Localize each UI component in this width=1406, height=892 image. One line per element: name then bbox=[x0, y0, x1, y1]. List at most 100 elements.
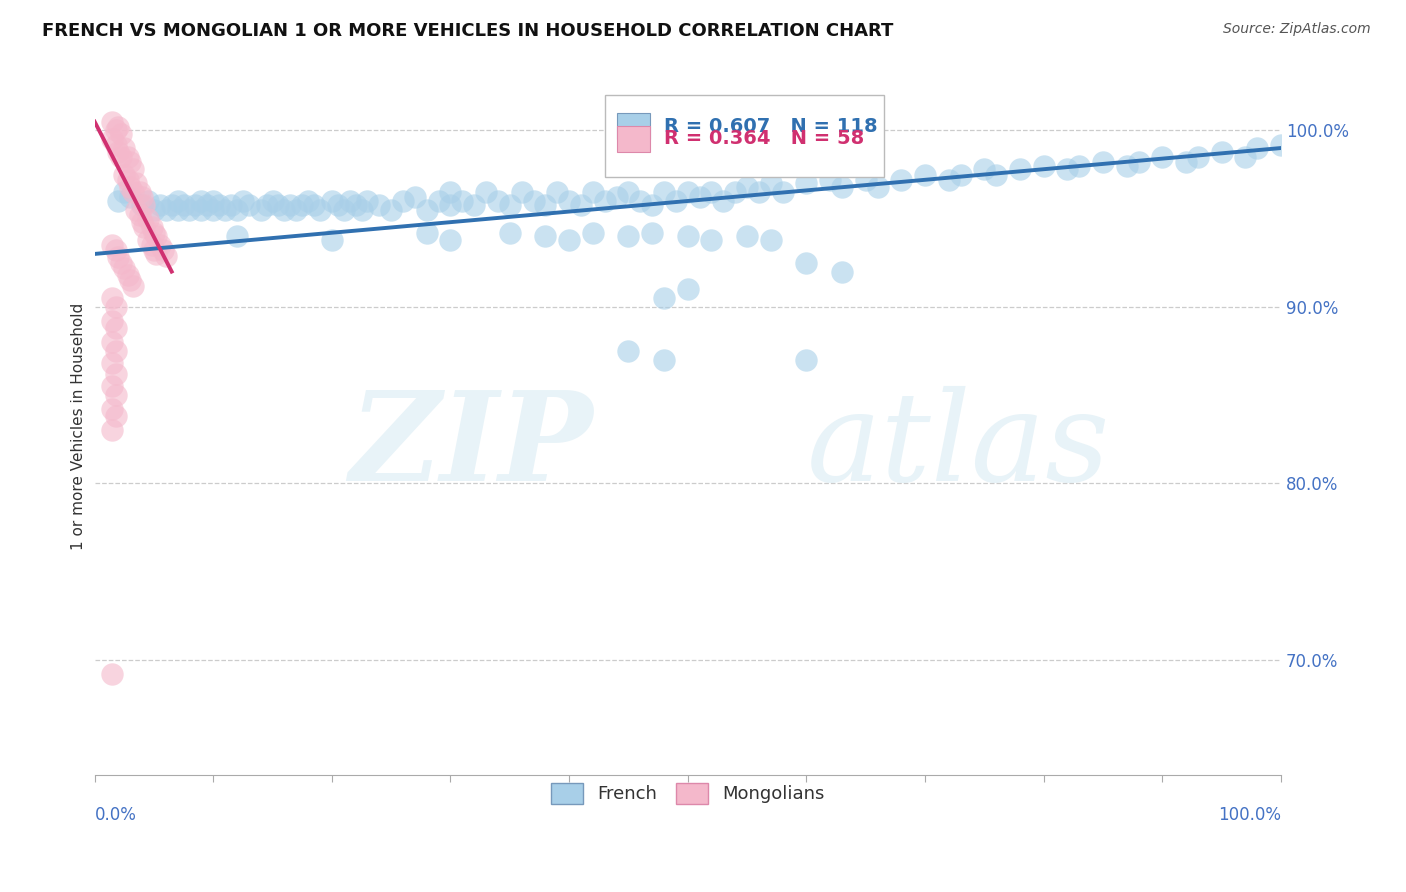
Point bbox=[700, 233, 723, 247]
Point bbox=[101, 132, 124, 146]
Point bbox=[155, 202, 177, 217]
Point bbox=[309, 202, 332, 217]
Point bbox=[368, 197, 391, 211]
Point bbox=[700, 185, 723, 199]
Point bbox=[112, 168, 135, 182]
Point bbox=[416, 202, 439, 217]
Point bbox=[344, 197, 367, 211]
Point bbox=[973, 162, 995, 177]
Point bbox=[112, 261, 135, 276]
Point bbox=[117, 150, 139, 164]
Point bbox=[676, 185, 699, 199]
Point bbox=[463, 197, 485, 211]
Point bbox=[392, 194, 415, 208]
Text: Source: ZipAtlas.com: Source: ZipAtlas.com bbox=[1223, 22, 1371, 37]
Point bbox=[110, 150, 132, 164]
Point bbox=[131, 197, 153, 211]
Point bbox=[202, 202, 225, 217]
Point bbox=[104, 321, 127, 335]
Point bbox=[262, 194, 284, 208]
Point bbox=[1056, 162, 1078, 177]
Point bbox=[136, 194, 159, 208]
Point bbox=[226, 229, 249, 244]
Point bbox=[1008, 162, 1031, 177]
Point bbox=[1152, 150, 1174, 164]
Point bbox=[101, 379, 124, 393]
Point bbox=[404, 190, 426, 204]
Point bbox=[676, 282, 699, 296]
Point bbox=[499, 197, 522, 211]
Point bbox=[152, 244, 174, 258]
Text: 0.0%: 0.0% bbox=[94, 806, 136, 824]
Point bbox=[101, 335, 124, 350]
Point bbox=[582, 185, 605, 199]
Point bbox=[1069, 159, 1091, 173]
Point bbox=[117, 173, 139, 187]
Point bbox=[1270, 137, 1292, 152]
Point bbox=[107, 145, 129, 159]
Point bbox=[134, 220, 156, 235]
Point bbox=[641, 197, 664, 211]
Point bbox=[1032, 159, 1054, 173]
Point bbox=[1187, 150, 1209, 164]
Point bbox=[582, 226, 605, 240]
Point bbox=[724, 185, 747, 199]
Point bbox=[1211, 145, 1233, 159]
Point bbox=[380, 202, 402, 217]
Point bbox=[101, 238, 124, 252]
Point bbox=[226, 202, 249, 217]
Point bbox=[297, 194, 319, 208]
Point bbox=[136, 211, 159, 226]
Point bbox=[107, 120, 129, 134]
Point bbox=[855, 173, 877, 187]
Point bbox=[120, 190, 142, 204]
Point bbox=[208, 197, 231, 211]
Point bbox=[104, 409, 127, 424]
Point bbox=[510, 185, 533, 199]
Point bbox=[142, 202, 165, 217]
Legend: French, Mongolians: French, Mongolians bbox=[544, 775, 832, 811]
Point bbox=[128, 185, 150, 199]
Point bbox=[689, 190, 711, 204]
Point bbox=[101, 114, 124, 128]
Point bbox=[141, 238, 163, 252]
Point bbox=[155, 249, 177, 263]
Point bbox=[202, 194, 225, 208]
Point bbox=[291, 197, 314, 211]
Point bbox=[104, 244, 127, 258]
Point bbox=[665, 194, 688, 208]
Point bbox=[121, 185, 143, 199]
Point bbox=[676, 229, 699, 244]
Point bbox=[104, 343, 127, 358]
Point bbox=[285, 202, 308, 217]
Point bbox=[796, 352, 818, 367]
Point bbox=[110, 127, 132, 141]
Point bbox=[142, 226, 165, 240]
Point bbox=[120, 155, 142, 169]
Point bbox=[1091, 155, 1114, 169]
FancyBboxPatch shape bbox=[617, 113, 650, 139]
Point bbox=[173, 197, 195, 211]
Point bbox=[796, 177, 818, 191]
Point bbox=[748, 185, 770, 199]
Point bbox=[131, 215, 153, 229]
Point bbox=[107, 251, 129, 265]
Point bbox=[866, 179, 889, 194]
Point bbox=[499, 226, 522, 240]
Point bbox=[219, 197, 242, 211]
Point bbox=[439, 197, 461, 211]
Point bbox=[1175, 155, 1198, 169]
Point bbox=[321, 233, 343, 247]
Point bbox=[121, 162, 143, 177]
Point bbox=[986, 168, 1008, 182]
FancyBboxPatch shape bbox=[617, 126, 650, 152]
Point bbox=[831, 179, 853, 194]
Point bbox=[938, 173, 960, 187]
Point bbox=[249, 202, 271, 217]
Point bbox=[914, 168, 936, 182]
Point bbox=[121, 278, 143, 293]
Point bbox=[125, 202, 148, 217]
Point bbox=[735, 179, 758, 194]
Point bbox=[534, 197, 557, 211]
Point bbox=[179, 202, 201, 217]
